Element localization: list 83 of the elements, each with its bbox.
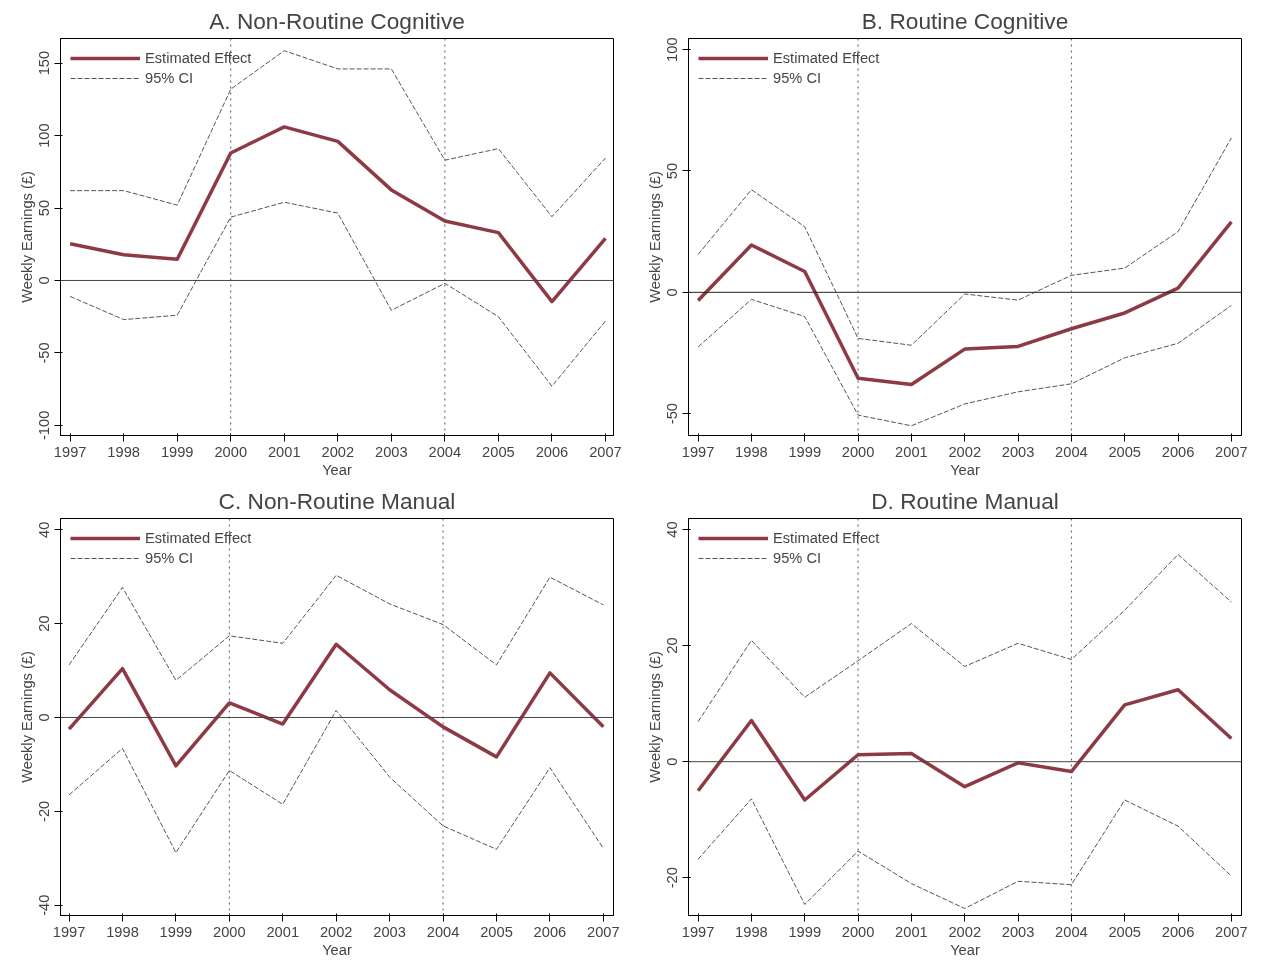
x-axis-title: Year: [950, 941, 980, 958]
x-axis-title: Year: [322, 941, 352, 958]
legend-label: Estimated Effect: [773, 50, 880, 66]
x-tick-label: 2007: [1215, 443, 1248, 460]
x-tick-label: 2002: [948, 923, 982, 940]
chart-title: B. Routine Cognitive: [861, 7, 1069, 34]
chart-title: A. Non-Routine Cognitive: [209, 7, 465, 34]
legend-label: Estimated Effect: [145, 50, 252, 66]
y-tick-label: 20: [36, 615, 53, 632]
legend-label: 95% CI: [145, 550, 194, 566]
x-tick-label: 2001: [267, 443, 301, 460]
y-tick-label: 20: [664, 637, 681, 654]
x-tick-label: 1998: [107, 443, 140, 460]
x-tick-label: 2000: [841, 443, 875, 460]
y-tick-label: 0: [664, 757, 681, 766]
y-axis-title: Weekly Earnings (£): [646, 171, 663, 303]
x-tick-label: 1997: [52, 923, 86, 940]
x-tick-label: 1997: [681, 443, 715, 460]
x-tick-label: 2001: [895, 443, 928, 460]
x-tick-label: 2007: [1215, 923, 1248, 940]
y-tick-label: 100: [36, 123, 53, 148]
y-tick-label: 150: [36, 50, 53, 76]
x-tick-label: 2005: [480, 923, 513, 940]
x-tick-label: 2004: [1055, 443, 1088, 460]
x-tick-label: 1997: [681, 923, 715, 940]
x-tick-label: 1997: [53, 443, 87, 460]
x-tick-label: 2005: [482, 443, 515, 460]
x-tick-label: 2004: [1055, 923, 1088, 940]
x-tick-label: 1999: [160, 443, 194, 460]
x-tick-label: 2000: [213, 923, 246, 940]
x-tick-label: 1999: [159, 923, 193, 940]
x-tick-label: 2002: [948, 443, 982, 460]
y-tick-label: 0: [36, 276, 53, 285]
x-tick-label: 2004: [426, 923, 460, 940]
y-tick-label: -50: [664, 403, 681, 425]
x-tick-label: 2004: [428, 443, 462, 460]
y-tick-label: 0: [664, 288, 681, 297]
y-tick-label: -100: [36, 410, 53, 441]
chart-title: D. Routine Manual: [871, 487, 1059, 514]
y-tick-label: 50: [36, 199, 53, 217]
y-tick-label: -40: [36, 894, 53, 916]
x-axis-title: Year: [322, 461, 352, 478]
y-tick-label: -20: [36, 800, 53, 822]
y-tick-label: 40: [664, 521, 681, 538]
legend-label: 95% CI: [773, 70, 822, 86]
y-tick-label: 40: [36, 521, 53, 538]
x-tick-label: 1998: [735, 923, 768, 940]
y-tick-label: -50: [36, 342, 53, 364]
x-tick-label: 2006: [1161, 923, 1195, 940]
x-tick-label: 2000: [841, 923, 875, 940]
legend-label: 95% CI: [145, 70, 194, 86]
x-tick-label: 2003: [373, 923, 406, 940]
y-tick-label: 100: [664, 37, 681, 62]
x-tick-label: 2003: [1001, 923, 1035, 940]
legend-label: Estimated Effect: [145, 530, 252, 546]
y-axis-title: Weekly Earnings (£): [646, 651, 663, 783]
x-tick-label: 2007: [589, 443, 622, 460]
legend-label: Estimated Effect: [773, 530, 880, 546]
x-tick-label: 2003: [1001, 443, 1035, 460]
x-tick-label: 2002: [321, 443, 355, 460]
x-axis-title: Year: [950, 461, 980, 478]
x-tick-label: 2006: [1161, 443, 1195, 460]
y-tick-label: -20: [664, 867, 681, 889]
x-tick-label: 2007: [587, 923, 620, 940]
x-tick-label: 2006: [533, 923, 567, 940]
x-tick-label: 2000: [214, 443, 248, 460]
y-axis-title: Weekly Earnings (£): [18, 651, 35, 783]
x-tick-label: 1998: [735, 443, 768, 460]
x-tick-label: 2003: [375, 443, 408, 460]
y-axis-title: Weekly Earnings (£): [18, 171, 35, 303]
x-tick-label: 2001: [895, 923, 928, 940]
y-tick-label: 0: [36, 713, 53, 722]
x-tick-label: 1999: [788, 443, 822, 460]
legend-label: 95% CI: [773, 550, 822, 566]
x-tick-label: 2001: [266, 923, 300, 940]
chart-title: C. Non-Routine Manual: [218, 487, 456, 514]
x-tick-label: 2005: [1108, 923, 1142, 940]
x-tick-label: 2006: [535, 443, 569, 460]
x-tick-label: 2005: [1108, 443, 1142, 460]
x-tick-label: 1998: [106, 923, 139, 940]
x-tick-label: 1999: [788, 923, 822, 940]
y-tick-label: 50: [664, 162, 681, 180]
x-tick-label: 2002: [319, 923, 353, 940]
